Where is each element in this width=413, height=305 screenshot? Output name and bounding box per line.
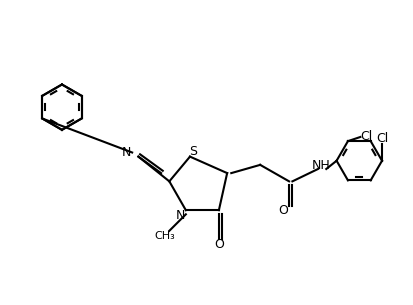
Text: Cl: Cl (361, 131, 373, 143)
Text: Cl: Cl (376, 131, 388, 145)
Text: S: S (189, 145, 197, 158)
Text: CH₃: CH₃ (154, 231, 175, 241)
Text: NH: NH (312, 159, 331, 172)
Text: O: O (214, 238, 224, 250)
Text: N: N (121, 146, 131, 159)
Text: N: N (176, 209, 185, 222)
Text: O: O (278, 204, 288, 217)
